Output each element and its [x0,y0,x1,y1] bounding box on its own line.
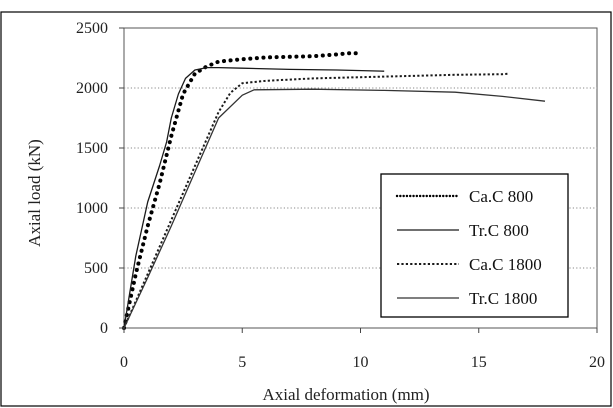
x-axis-title: Axial deformation (mm) [262,385,429,404]
legend-box [380,173,569,318]
series-line-4 [123,88,546,329]
x-tick-label: 0 [120,354,128,371]
y-tick-label: 1000 [76,200,108,217]
y-tick-label: 0 [100,320,108,337]
series-line-2 [123,66,385,329]
legend-label: Tr.C 1800 [469,289,537,308]
y-tick-label: 2500 [76,20,108,37]
legend-label: Ca.C 1800 [469,255,542,274]
legend-label: Ca.C 800 [469,187,533,206]
chart-area-border [0,11,612,407]
x-tick-label: 5 [238,354,246,371]
x-tick-label: 20 [589,354,605,371]
x-tick-label: 10 [353,354,369,371]
legend-label: Tr.C 800 [469,221,529,240]
x-tick-label: 15 [471,354,487,371]
y-axis-title: Axial load (kN) [25,139,44,247]
y-tick-label: 2000 [76,80,108,97]
y-tick-label: 1500 [76,140,108,157]
series-line-3 [123,72,510,329]
series-line-1 [122,51,363,330]
y-tick-label: 500 [84,260,108,277]
legend: Ca.C 800 Tr.C 800 Ca.C 1800 Tr.C 1800 [380,173,569,318]
